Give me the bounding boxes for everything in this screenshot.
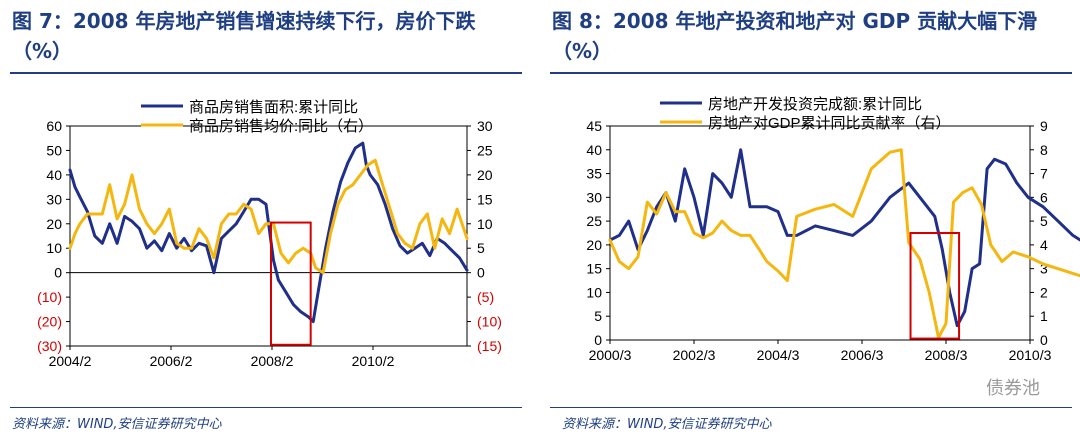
- source-note: 资料来源：WIND,安信证券研究中心: [562, 417, 772, 432]
- y-left-tick-label: (20): [37, 314, 62, 330]
- y-left-tick-label: 30: [46, 191, 62, 207]
- x-tick-label: 2006/2: [150, 353, 193, 369]
- y-left-tick-label: 45: [586, 118, 602, 134]
- y-left-tick-label: 0: [54, 265, 62, 281]
- highlight-box: [909, 232, 961, 340]
- y-left-tick-label: 5: [594, 308, 602, 324]
- y-left-tick-label: (30): [37, 338, 62, 354]
- y-right-tick-label: 30: [477, 118, 493, 134]
- chart-panel-sales: 图 7：2008 年房地产销售增速持续下行，房价下跌（%） 60 50 40 30 20…: [0, 0, 530, 439]
- legend-label: 商品房销售面积:累计同比: [189, 99, 358, 116]
- x-tick-label: 2006/3: [841, 347, 884, 363]
- y-right-tick-label: 9: [1040, 118, 1048, 134]
- series-line: [608, 148, 1080, 340]
- series-line: [608, 148, 1080, 328]
- y-left-tick-label: 40: [46, 167, 62, 183]
- y-left-tick-label: 40: [586, 142, 602, 158]
- y-right-tick-label: 2: [1040, 284, 1048, 300]
- y-left-tick-label: (10): [37, 289, 62, 305]
- y-right-tick-label: (15): [477, 338, 502, 354]
- y-left-tick-label: 30: [586, 189, 602, 205]
- y-left-tick-label: 10: [586, 284, 602, 300]
- plot-frame: [69, 125, 468, 347]
- y-right-tick-label: (10): [477, 314, 502, 330]
- y-right-tick-label: 8: [1040, 142, 1048, 158]
- y-right-tick-label: 5: [1040, 213, 1048, 229]
- y-left-tick-label: 20: [586, 237, 602, 253]
- y-right-tick-label: 5: [477, 240, 485, 256]
- y-right-tick-label: 1: [1040, 308, 1048, 324]
- legend-label: 房地产开发投资完成额:累计同比: [708, 96, 922, 113]
- x-tick-label: 2008/2: [251, 353, 294, 369]
- y-right-tick-label: 0: [1040, 332, 1048, 348]
- chart-panel-investment: 图 8：2008 年地产投资和地产对 GDP 贡献大幅下滑（%） 45 40 35 3…: [548, 0, 1080, 439]
- y-right-tick-label: 20: [477, 167, 493, 183]
- y-right-tick-label: 15: [477, 191, 493, 207]
- title-divider: [10, 72, 522, 74]
- y-left-tick-label: 15: [586, 261, 602, 277]
- y-right-tick-label: (5): [477, 289, 494, 305]
- footer-divider: [550, 407, 1072, 408]
- y-left-tick-label: 10: [46, 240, 62, 256]
- y-left-tick-label: 35: [586, 166, 602, 182]
- y-right-tick-label: 6: [1040, 189, 1048, 205]
- line-chart-sales: 6050403020100(10)(20)(30)302520151050(5)…: [37, 99, 502, 369]
- plot-frame: [609, 125, 1031, 341]
- y-right-tick-label: 3: [1040, 261, 1048, 277]
- x-tick-label: 2004/3: [757, 347, 800, 363]
- y-left-tick-label: 50: [46, 142, 62, 158]
- chart-title: 图 8：2008 年地产投资和地产对 GDP 贡献大幅下滑（%）: [552, 9, 1038, 63]
- legend-label: 房地产对GDP累计同比贡献率（右）: [708, 115, 951, 132]
- y-right-tick-label: 7: [1040, 166, 1048, 182]
- x-tick-label: 2010/2: [352, 353, 395, 369]
- y-right-tick-label: 10: [477, 216, 493, 232]
- title-divider: [550, 72, 1072, 74]
- y-right-tick-label: 4: [1040, 237, 1048, 253]
- watermark-text: 债券池: [986, 378, 1040, 399]
- series-line: [68, 158, 469, 275]
- y-left-tick-label: 25: [586, 213, 602, 229]
- x-tick-label: 2004/2: [49, 353, 92, 369]
- y-left-tick-label: 0: [594, 332, 602, 348]
- y-right-tick-label: 0: [477, 265, 485, 281]
- x-tick-label: 2000/3: [589, 347, 632, 363]
- legend-label: 商品房销售均价:同比（右）: [189, 118, 373, 135]
- source-note: 资料来源：WIND,安信证券研究中心: [12, 417, 222, 432]
- chart-title: 图 7：2008 年房地产销售增速持续下行，房价下跌（%）: [12, 9, 476, 63]
- x-tick-label: 2002/3: [673, 347, 716, 363]
- x-tick-label: 2010/3: [1009, 347, 1052, 363]
- x-tick-label: 2008/3: [925, 347, 968, 363]
- series-line: [68, 141, 469, 324]
- y-left-tick-label: 20: [46, 216, 62, 232]
- footer-divider: [10, 407, 522, 408]
- y-right-tick-label: 25: [477, 142, 493, 158]
- y-left-tick-label: 60: [46, 118, 62, 134]
- highlight-box: [269, 221, 312, 346]
